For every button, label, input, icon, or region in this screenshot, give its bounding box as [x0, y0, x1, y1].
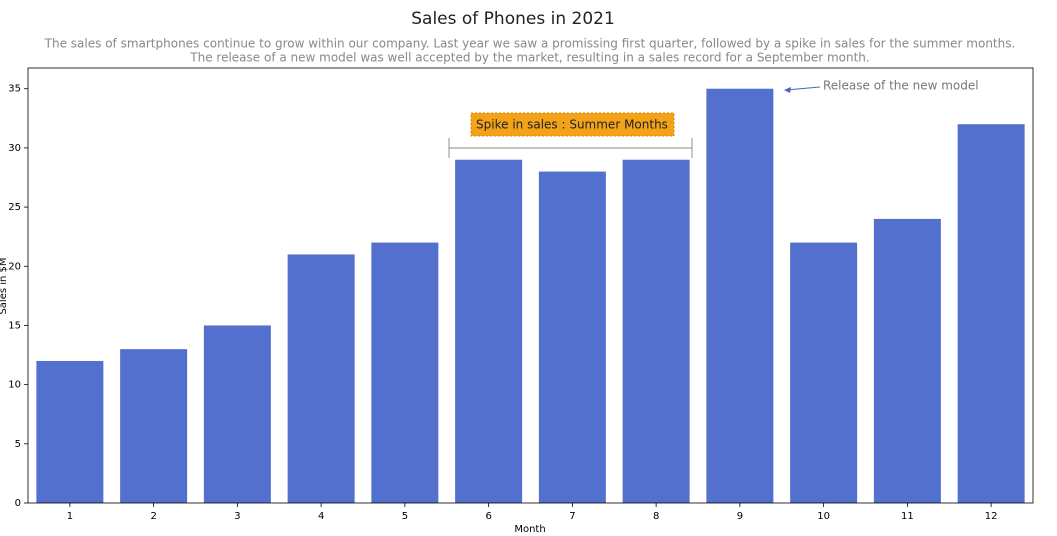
y-tick-label: 20	[8, 261, 21, 272]
bar	[622, 159, 690, 504]
bar	[120, 349, 188, 503]
y-tick-label: 25	[8, 202, 21, 213]
y-tick-label: 30	[8, 143, 21, 154]
bar	[36, 360, 104, 503]
y-tick-label: 0	[15, 498, 21, 509]
x-tick-label: 12	[985, 511, 998, 522]
annotation: Spike in sales : Summer Months	[476, 118, 668, 132]
x-tick-label: 11	[901, 511, 914, 522]
bar	[455, 159, 523, 504]
x-tick-label: 1	[67, 511, 73, 522]
bar	[538, 171, 606, 504]
arrow-head	[784, 87, 791, 93]
bars	[36, 88, 1025, 504]
bar	[706, 88, 774, 503]
y-tick-label: 35	[8, 84, 21, 95]
y-axis-label: Sales in $M	[0, 257, 9, 314]
x-tick-label: 7	[569, 511, 575, 522]
x-tick-label: 5	[402, 511, 408, 522]
y-tick-label: 5	[15, 439, 21, 450]
annotation-arrow	[785, 86, 821, 91]
x-tick-label: 9	[737, 511, 743, 522]
x-axis-label: Month	[514, 524, 545, 535]
x-tick-label: 4	[318, 511, 324, 522]
x-tick-label: 6	[485, 511, 491, 522]
x-tick-label: 8	[653, 511, 659, 522]
x-tick-label: 2	[150, 511, 156, 522]
annotation: Release of the new model	[823, 79, 979, 93]
bar	[790, 242, 858, 503]
chart-title: Sales of Phones in 2021	[411, 9, 615, 29]
bar	[873, 218, 941, 503]
chart-subtitle: The release of a new model was well acce…	[189, 51, 869, 65]
chart-subtitle: The sales of smartphones continue to gro…	[44, 37, 1016, 51]
y-tick-label: 10	[8, 380, 21, 391]
bar	[371, 242, 439, 503]
x-tick-label: 10	[817, 511, 830, 522]
bar	[203, 325, 271, 503]
y-tick-label: 15	[8, 320, 21, 331]
plot-frame	[27, 67, 1034, 504]
bar	[287, 254, 355, 503]
bar	[957, 124, 1025, 503]
x-tick-label: 3	[234, 511, 240, 522]
annotation-box	[470, 112, 675, 137]
